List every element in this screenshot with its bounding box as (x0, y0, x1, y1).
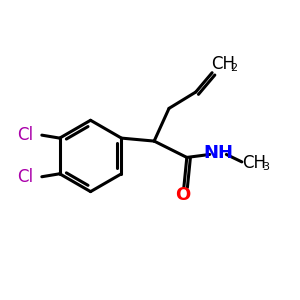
Text: 2: 2 (230, 63, 237, 73)
Text: 3: 3 (262, 162, 269, 172)
Text: CH: CH (212, 56, 236, 74)
Text: CH: CH (242, 154, 266, 172)
Text: O: O (175, 187, 190, 205)
Text: Cl: Cl (17, 168, 33, 186)
Text: NH: NH (203, 144, 233, 162)
Text: Cl: Cl (17, 125, 33, 143)
